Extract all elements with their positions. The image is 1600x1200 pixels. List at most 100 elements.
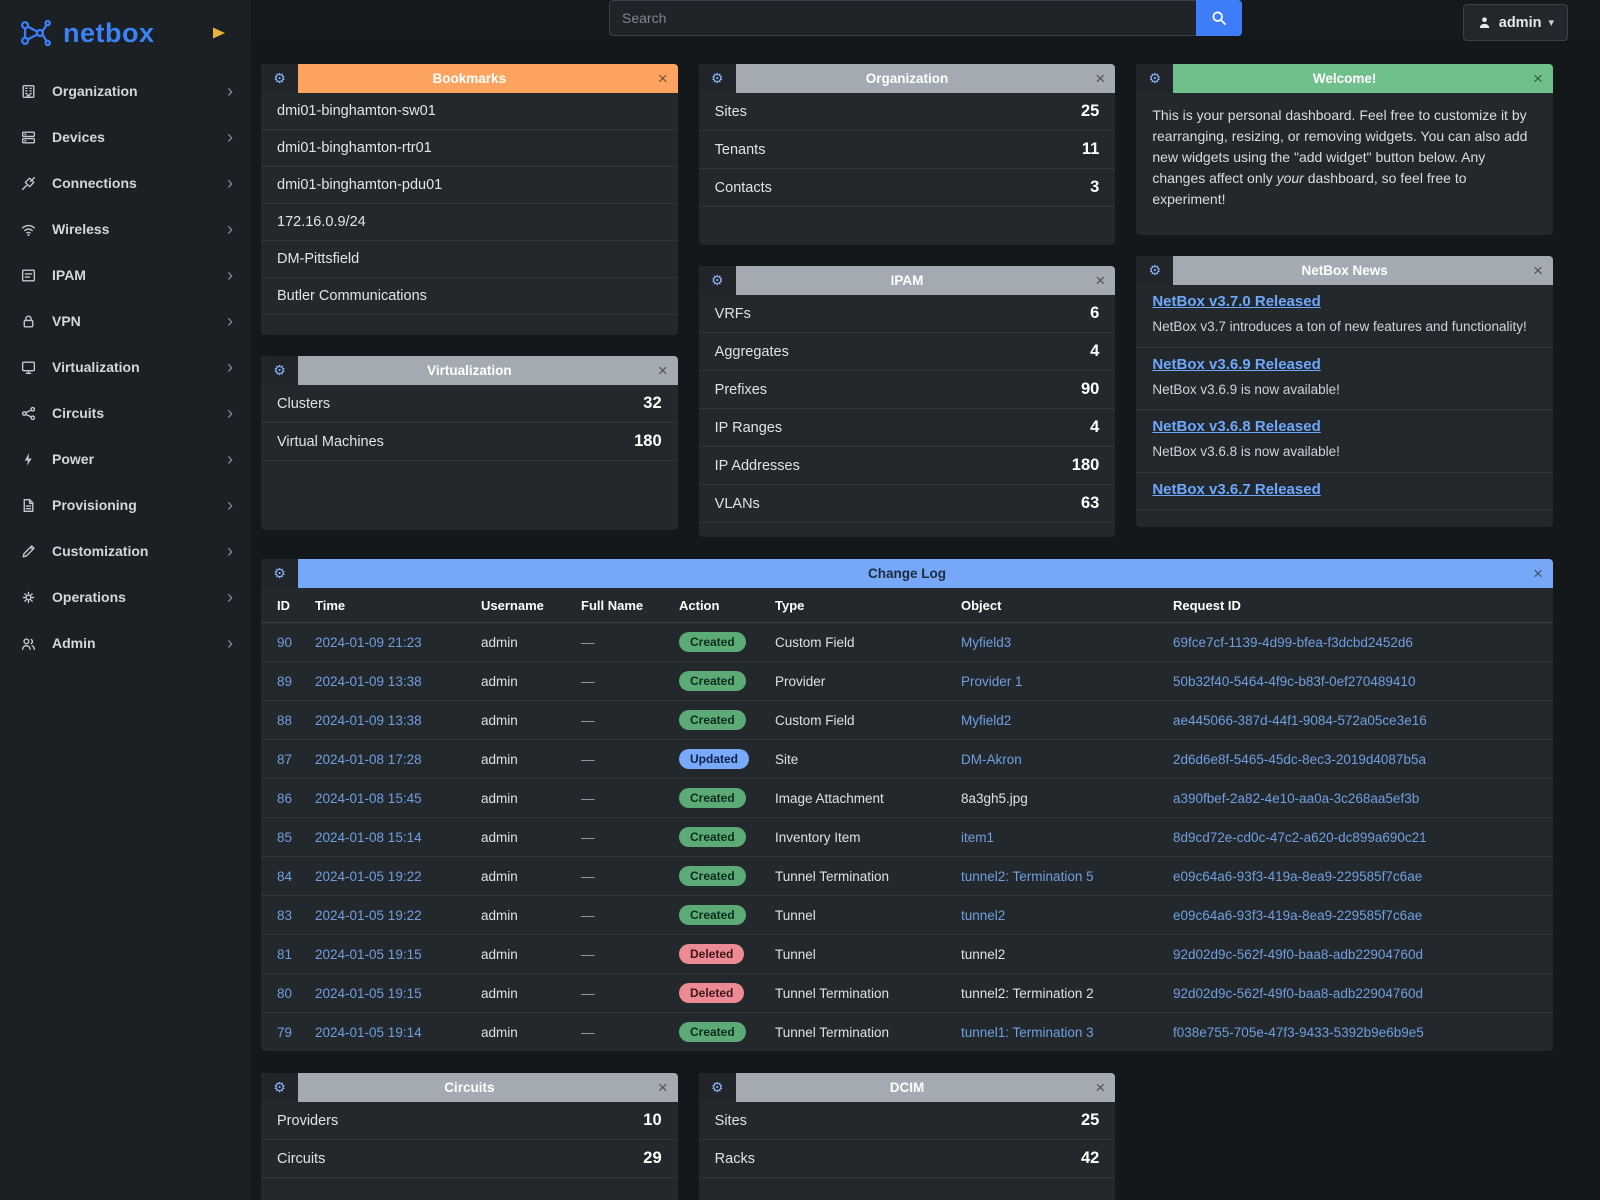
gear-icon[interactable]: ⚙ — [261, 356, 298, 385]
stat-value[interactable]: 63 — [1080, 494, 1100, 512]
stat-value[interactable]: 180 — [1071, 456, 1100, 474]
object-link[interactable]: Provider 1 — [961, 673, 1023, 689]
news-link[interactable]: NetBox v3.7.0 Released — [1152, 293, 1321, 310]
object-link[interactable]: Myfield2 — [961, 712, 1012, 728]
gear-icon[interactable]: ⚙ — [261, 559, 298, 588]
sidebar-item-customization[interactable]: Customization › — [0, 528, 251, 574]
request-id-link[interactable]: 92d02d9c-562f-49f0-baa8-adb22904760d — [1173, 985, 1423, 1001]
change-time-link[interactable]: 2024-01-08 15:14 — [315, 829, 422, 845]
bookmark-item[interactable]: dmi01-binghamton-rtr01 — [261, 130, 678, 167]
object-link[interactable]: tunnel2: Termination 5 — [961, 868, 1094, 884]
change-id-link[interactable]: 90 — [277, 634, 293, 650]
stat-value[interactable]: 29 — [643, 1149, 662, 1167]
request-id-link[interactable]: 2d6d6e8f-5465-45dc-8ec3-2019d4087b5a — [1173, 751, 1426, 767]
change-id-link[interactable]: 85 — [277, 829, 293, 845]
bookmark-item[interactable]: dmi01-binghamton-pdu01 — [261, 167, 678, 204]
change-time-link[interactable]: 2024-01-09 13:38 — [315, 712, 422, 728]
gear-icon[interactable]: ⚙ — [1136, 256, 1174, 285]
news-link[interactable]: NetBox v3.6.8 Released — [1152, 418, 1321, 436]
change-id-link[interactable]: 89 — [277, 673, 293, 689]
stat-value[interactable]: 25 — [1080, 1111, 1100, 1129]
change-time-link[interactable]: 2024-01-05 19:15 — [315, 985, 422, 1001]
change-time-link[interactable]: 2024-01-09 21:23 — [315, 634, 422, 650]
change-time-link[interactable]: 2024-01-05 19:22 — [315, 868, 422, 884]
change-id-link[interactable]: 87 — [277, 751, 293, 767]
stat-value[interactable]: 90 — [1080, 380, 1100, 398]
object-link[interactable]: DM-Akron — [961, 751, 1022, 767]
close-icon[interactable]: × — [1095, 69, 1106, 88]
request-id-link[interactable]: 69fce7cf-1139-4d99-bfea-f3dcbd2452d6 — [1173, 634, 1413, 650]
change-id-link[interactable]: 81 — [277, 946, 293, 962]
change-time-link[interactable]: 2024-01-05 19:14 — [315, 1024, 422, 1040]
change-time-link[interactable]: 2024-01-05 19:15 — [315, 946, 422, 962]
close-icon[interactable]: × — [1533, 69, 1543, 88]
gear-icon[interactable]: ⚙ — [698, 64, 736, 93]
object-link[interactable]: tunnel2 — [961, 907, 1006, 923]
search-input[interactable] — [609, 0, 1196, 36]
change-time-link[interactable]: 2024-01-08 17:28 — [315, 751, 422, 767]
netbox-logo-text[interactable]: netbox — [63, 17, 155, 48]
sidebar-item-circuits[interactable]: Circuits › — [0, 390, 251, 436]
sidebar-item-vpn[interactable]: VPN › — [0, 298, 251, 344]
news-link[interactable]: NetBox v3.6.9 Released — [1152, 355, 1321, 373]
close-icon[interactable]: × — [657, 1078, 668, 1097]
change-id-link[interactable]: 88 — [277, 712, 293, 728]
close-icon[interactable]: × — [1533, 261, 1543, 280]
object-link[interactable]: item1 — [961, 829, 995, 845]
sidebar-item-connections[interactable]: Connections › — [0, 160, 251, 206]
gear-icon[interactable]: ⚙ — [698, 266, 736, 295]
stat-value[interactable]: 4 — [1090, 418, 1100, 436]
gear-icon[interactable]: ⚙ — [698, 1073, 736, 1102]
search-button[interactable] — [1196, 0, 1242, 36]
change-id-link[interactable]: 79 — [277, 1024, 293, 1040]
stat-value[interactable]: 11 — [1081, 140, 1100, 158]
sidebar-item-operations[interactable]: Operations › — [0, 574, 251, 620]
sidebar-item-power[interactable]: Power › — [0, 436, 251, 482]
gear-icon[interactable]: ⚙ — [261, 64, 298, 93]
stat-value[interactable]: 25 — [1080, 102, 1100, 120]
stat-value[interactable]: 42 — [1080, 1149, 1100, 1167]
change-time-link[interactable]: 2024-01-09 13:38 — [315, 673, 422, 689]
sidebar-item-admin[interactable]: Admin › — [0, 620, 251, 666]
sidebar-item-devices[interactable]: Devices › — [0, 114, 251, 160]
bookmark-item[interactable]: dmi01-binghamton-sw01 — [261, 93, 678, 130]
stat-value[interactable]: 4 — [1090, 342, 1100, 360]
change-time-link[interactable]: 2024-01-08 15:45 — [315, 790, 422, 806]
change-id-link[interactable]: 83 — [277, 907, 293, 923]
request-id-link[interactable]: 92d02d9c-562f-49f0-baa8-adb22904760d — [1173, 946, 1423, 962]
stat-value[interactable]: 6 — [1090, 304, 1100, 322]
sidebar-item-wireless[interactable]: Wireless › — [0, 206, 251, 252]
user-menu[interactable]: admin ▾ — [1462, 4, 1568, 41]
netbox-logo-icon[interactable] — [16, 16, 54, 50]
object-link[interactable]: tunnel1: Termination 3 — [961, 1024, 1094, 1040]
gear-icon[interactable]: ⚙ — [261, 1073, 298, 1102]
close-icon[interactable]: × — [657, 69, 668, 88]
sidebar-item-organization[interactable]: Organization › — [0, 68, 251, 114]
request-id-link[interactable]: 50b32f40-5464-4f9c-b83f-0ef270489410 — [1173, 673, 1416, 689]
request-id-link[interactable]: e09c64a6-93f3-419a-8ea9-229585f7c6ae — [1173, 907, 1423, 923]
stat-value[interactable]: 32 — [643, 394, 662, 412]
stat-value[interactable]: 10 — [643, 1111, 662, 1129]
request-id-link[interactable]: ae445066-387d-44f1-9084-572a05ce3e16 — [1173, 712, 1427, 728]
change-id-link[interactable]: 80 — [277, 985, 293, 1001]
bookmark-item[interactable]: 172.16.0.9/24 — [261, 204, 678, 241]
request-id-link[interactable]: f038e755-705e-47f3-9433-5392b9e6b9e5 — [1173, 1024, 1424, 1040]
gear-icon[interactable]: ⚙ — [1136, 64, 1174, 93]
stat-value[interactable]: 3 — [1090, 178, 1100, 196]
sidebar-item-provisioning[interactable]: Provisioning › — [0, 482, 251, 528]
close-icon[interactable]: × — [1533, 564, 1543, 583]
news-link[interactable]: NetBox v3.6.7 Released — [1152, 480, 1321, 498]
close-icon[interactable]: × — [1095, 1078, 1106, 1097]
object-link[interactable]: Myfield3 — [961, 634, 1012, 650]
close-icon[interactable]: × — [1095, 271, 1106, 290]
close-icon[interactable]: × — [657, 361, 668, 380]
stat-value[interactable]: 180 — [634, 432, 662, 450]
request-id-link[interactable]: e09c64a6-93f3-419a-8ea9-229585f7c6ae — [1173, 868, 1423, 884]
request-id-link[interactable]: a390fbef-2a82-4e10-aa0a-3c268aa5ef3b — [1173, 790, 1420, 806]
change-time-link[interactable]: 2024-01-05 19:22 — [315, 907, 422, 923]
bookmark-item[interactable]: Butler Communications — [261, 278, 678, 315]
change-id-link[interactable]: 86 — [277, 790, 293, 806]
bookmark-item[interactable]: DM-Pittsfield — [261, 241, 678, 278]
sidebar-item-virtualization[interactable]: Virtualization › — [0, 344, 251, 390]
sidebar-item-ipam[interactable]: IPAM › — [0, 252, 251, 298]
